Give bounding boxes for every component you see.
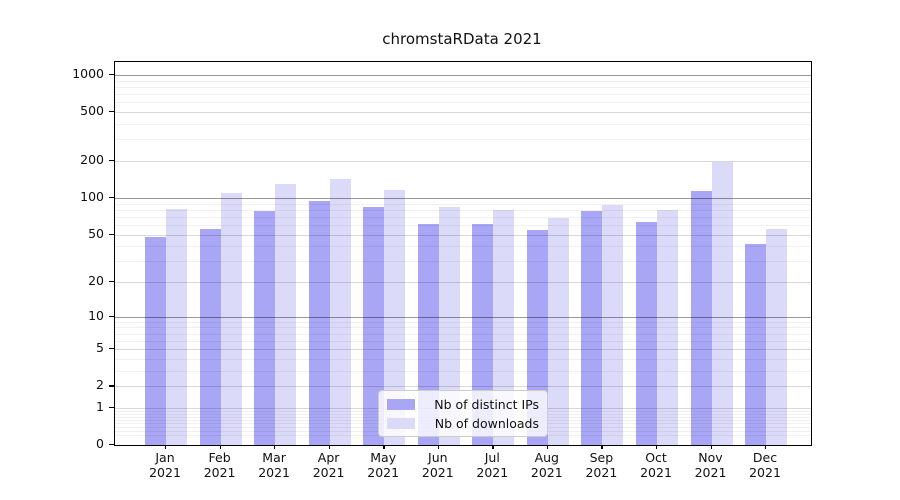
gridline: [115, 94, 811, 96]
bar-distinct-ips: [472, 224, 494, 445]
x-tick-label: Mar 2021: [258, 450, 290, 480]
bar-distinct-ips: [145, 236, 166, 445]
gridline: [115, 102, 811, 104]
y-tick-mark: [109, 385, 114, 387]
x-tick-label: May 2021: [367, 450, 400, 480]
x-tick-label: Jul 2021: [476, 450, 509, 480]
x-tick-mark: [219, 445, 221, 449]
x-tick-label: Oct 2021: [640, 450, 672, 480]
y-tick-label: 20: [88, 273, 104, 288]
x-tick-label: Sep 2021: [585, 450, 618, 480]
x-tick-mark: [710, 445, 712, 449]
bar-downloads: [384, 190, 406, 445]
x-tick-mark: [492, 445, 494, 449]
y-tick-mark: [109, 74, 114, 76]
x-tick-mark: [274, 445, 276, 449]
bar-downloads: [166, 209, 187, 445]
y-tick-mark: [109, 281, 114, 283]
x-tick-label: Jan 2021: [149, 450, 181, 480]
y-tick-label: 50: [88, 225, 104, 241]
bar-distinct-ips: [417, 224, 439, 445]
x-tick-mark: [437, 445, 440, 449]
bar-distinct-ips: [745, 243, 767, 445]
y-tick-mark: [109, 444, 114, 446]
y-tick-mark: [109, 348, 114, 350]
x-tick-mark: [328, 445, 330, 449]
bar-downloads: [602, 204, 624, 445]
bar-distinct-ips: [363, 207, 385, 445]
y-tick-label: 1000: [72, 66, 104, 81]
x-tick-mark: [601, 445, 603, 449]
legend-swatch-distinct-ips: [387, 398, 415, 410]
y-tick-label: 2: [96, 377, 104, 393]
x-tick-label: Jun 2021: [421, 450, 454, 480]
x-tick-label: Feb 2021: [203, 450, 236, 480]
bar-distinct-ips: [199, 229, 221, 445]
bar-downloads: [547, 217, 569, 445]
y-tick-label: 1: [96, 398, 104, 414]
x-tick-mark: [656, 445, 658, 449]
legend-swatch-downloads: [387, 417, 415, 429]
y-tick-label: 5: [96, 340, 104, 356]
x-tick-mark: [165, 445, 167, 449]
y-tick-label: 100: [80, 188, 104, 204]
legend-label: Nb of downloads: [434, 415, 539, 431]
x-tick-mark: [546, 445, 549, 449]
y-tick-label: 200: [80, 152, 104, 167]
x-tick-label: Dec 2021: [749, 450, 781, 480]
gridline: [115, 124, 811, 125]
y-tick-label: 500: [80, 103, 104, 119]
bar-downloads: [711, 161, 733, 445]
bar-downloads: [438, 207, 460, 445]
bar-downloads: [656, 210, 678, 445]
gridline: [115, 112, 811, 114]
x-tick-label: Nov 2021: [694, 450, 727, 480]
bar-downloads: [493, 209, 515, 445]
y-tick-mark: [109, 196, 114, 199]
bar-distinct-ips: [581, 211, 603, 445]
bar-downloads: [766, 228, 788, 445]
legend-item-distinct-ips: Nb of distinct IPs: [387, 397, 539, 412]
bar-distinct-ips: [308, 200, 330, 445]
gridline: [115, 80, 811, 82]
x-tick-mark: [765, 445, 767, 449]
gridline: [115, 161, 811, 162]
bar-distinct-ips: [690, 190, 712, 445]
bar-downloads: [329, 179, 351, 445]
gridline: [115, 139, 811, 141]
bar-downloads: [220, 192, 242, 445]
y-tick-label: 0: [96, 436, 104, 451]
x-tick-mark: [383, 445, 385, 449]
legend-item-downloads: Nb of downloads: [387, 416, 539, 431]
y-tick-label: 10: [88, 307, 104, 323]
chart-title: chromstaRData 2021: [382, 30, 542, 48]
y-tick-mark: [109, 406, 114, 409]
plot-area: [114, 61, 812, 446]
y-tick-mark: [109, 160, 114, 162]
y-tick-mark: [109, 233, 114, 235]
gridline: [115, 75, 811, 76]
bar-downloads: [275, 183, 297, 445]
legend: Nb of distinct IPs Nb of downloads: [378, 390, 548, 437]
y-tick-mark: [109, 315, 114, 317]
gridline: [115, 87, 811, 88]
legend-label: Nb of distinct IPs: [434, 396, 539, 412]
y-tick-mark: [109, 111, 114, 113]
x-tick-label: Apr 2021: [312, 450, 345, 480]
x-tick-label: Aug 2021: [530, 450, 563, 480]
bar-distinct-ips: [254, 211, 276, 445]
bar-distinct-ips: [635, 222, 657, 445]
